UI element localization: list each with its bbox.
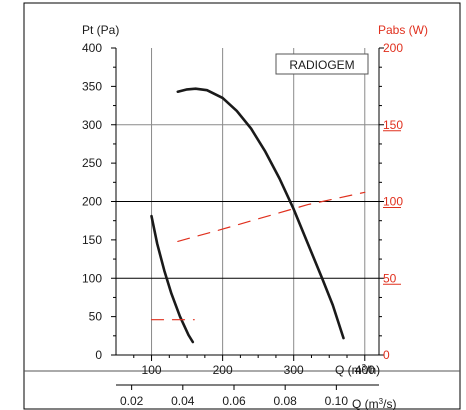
data-series bbox=[150, 87, 366, 344]
left-axis-tick-label: 0 bbox=[95, 348, 102, 362]
outer-frame bbox=[23, 2, 461, 410]
left-axis-tick-label: 250 bbox=[82, 156, 102, 170]
left-axis-tick-label: 50 bbox=[89, 310, 103, 324]
axes: 0 50 100 150 200 250 300 350 400 0 50 100 150 200 100 2… bbox=[24, 41, 460, 408]
x-axis-secondary-tick-label: 0.06 bbox=[222, 394, 246, 408]
right-axis-label: Pabs (W) bbox=[378, 23, 428, 37]
x-axis-secondary-tick-label: 0.10 bbox=[325, 394, 349, 408]
right-axis-tick-label: 0 bbox=[383, 348, 390, 362]
left-axis-label: Pt (Pa) bbox=[82, 23, 119, 37]
legend-label: RADIOGEM bbox=[289, 58, 354, 72]
right-axis-tick-label: 200 bbox=[383, 41, 403, 55]
x-axis-secondary-tick-label: 0.02 bbox=[120, 394, 144, 408]
series-line-2 bbox=[150, 214, 195, 344]
x-axis-secondary-tick-label: 0.08 bbox=[273, 394, 297, 408]
left-axis-tick-label: 200 bbox=[82, 195, 102, 209]
series-line-1 bbox=[176, 87, 345, 340]
left-axis-tick-label: 400 bbox=[82, 41, 102, 55]
x-axis-tick-label: 300 bbox=[284, 363, 304, 377]
x-axis-secondary-tick-label: 0.04 bbox=[171, 394, 195, 408]
left-axis-tick-label: 300 bbox=[82, 118, 102, 132]
left-axis-tick-label: 100 bbox=[82, 271, 102, 285]
right-axis-tick-label: 150 bbox=[383, 118, 403, 132]
x-axis-tick-label: 100 bbox=[142, 363, 162, 377]
x-axis-tick-label: 200 bbox=[213, 363, 233, 377]
legend-box: RADIOGEM bbox=[275, 53, 369, 75]
x-axis-primary-label: Q (m3/h) bbox=[335, 363, 380, 377]
left-axis-tick-label: 150 bbox=[82, 233, 102, 247]
right-axis-tick-label: 100 bbox=[383, 195, 403, 209]
right-axis-tick-label: 50 bbox=[383, 271, 397, 285]
x-axis-secondary-label: Q (m3/s) bbox=[352, 397, 396, 410]
series-line-3 bbox=[177, 191, 366, 242]
left-axis-tick-label: 350 bbox=[82, 79, 102, 93]
x-axis-tick-label: 400 bbox=[355, 363, 375, 377]
